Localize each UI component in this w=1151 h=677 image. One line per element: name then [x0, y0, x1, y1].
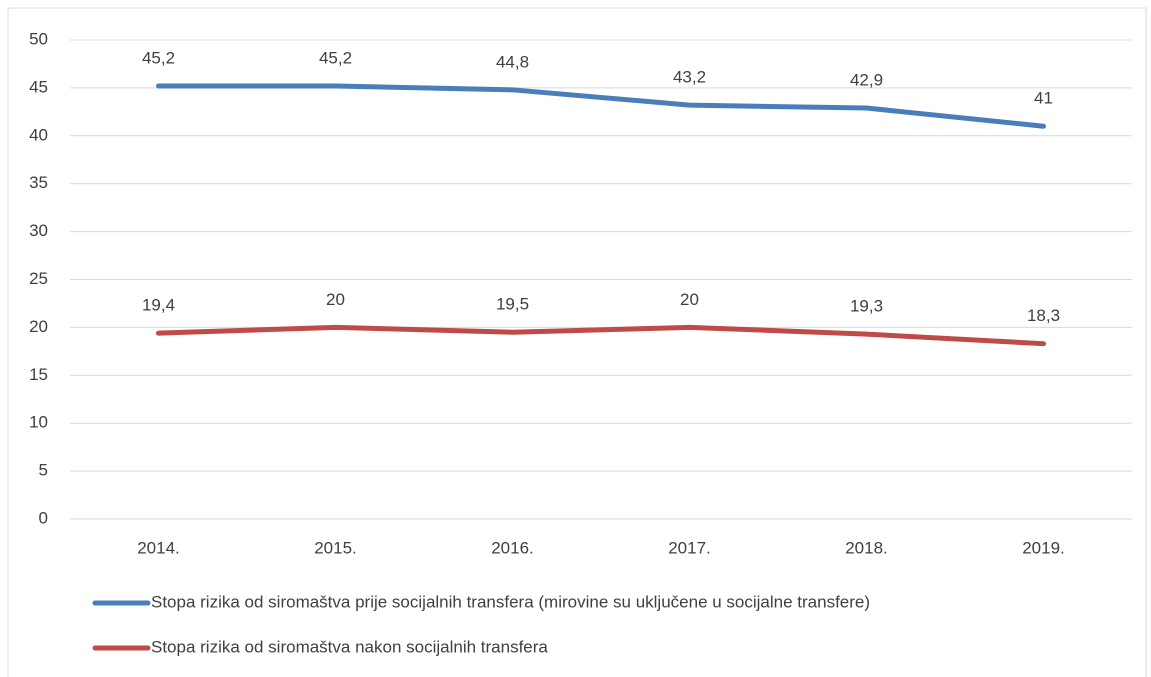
- y-tick-label: 0: [39, 508, 48, 527]
- x-tick-label: 2017.: [668, 538, 711, 557]
- data-label: 45,2: [319, 48, 352, 67]
- y-tick-label: 10: [29, 413, 48, 432]
- y-tick-label: 30: [29, 221, 48, 240]
- y-tick-label: 45: [29, 77, 48, 96]
- x-tick-label: 2015.: [314, 538, 357, 557]
- y-tick-label: 35: [29, 173, 48, 192]
- y-tick-label: 15: [29, 365, 48, 384]
- y-tick-label: 40: [29, 125, 48, 144]
- x-tick-label: 2018.: [845, 538, 888, 557]
- data-label: 43,2: [673, 68, 706, 87]
- data-label: 20: [326, 290, 345, 309]
- data-label: 18,3: [1027, 306, 1060, 325]
- data-label: 19,3: [850, 297, 883, 316]
- legend-label: Stopa rizika od siromaštva nakon socijal…: [151, 637, 548, 656]
- data-label: 41: [1034, 89, 1053, 108]
- x-tick-label: 2019.: [1022, 538, 1065, 557]
- series-line: [156, 83, 1046, 129]
- x-tick-label: 2014.: [137, 538, 180, 557]
- y-tick-label: 50: [29, 29, 48, 48]
- data-label: 19,4: [142, 296, 175, 315]
- data-label: 20: [680, 290, 699, 309]
- data-label: 44,8: [496, 52, 529, 71]
- y-tick-label: 5: [39, 461, 48, 480]
- series-line: [156, 324, 1046, 347]
- data-label: 19,5: [496, 295, 529, 314]
- y-tick-label: 25: [29, 269, 48, 288]
- data-label: 42,9: [850, 71, 883, 90]
- y-tick-label: 20: [29, 317, 48, 336]
- legend-label: Stopa rizika od siromaštva prije socijal…: [151, 592, 870, 611]
- x-tick-label: 2016.: [491, 538, 534, 557]
- chart-border: [7, 7, 1147, 677]
- data-label: 45,2: [142, 48, 175, 67]
